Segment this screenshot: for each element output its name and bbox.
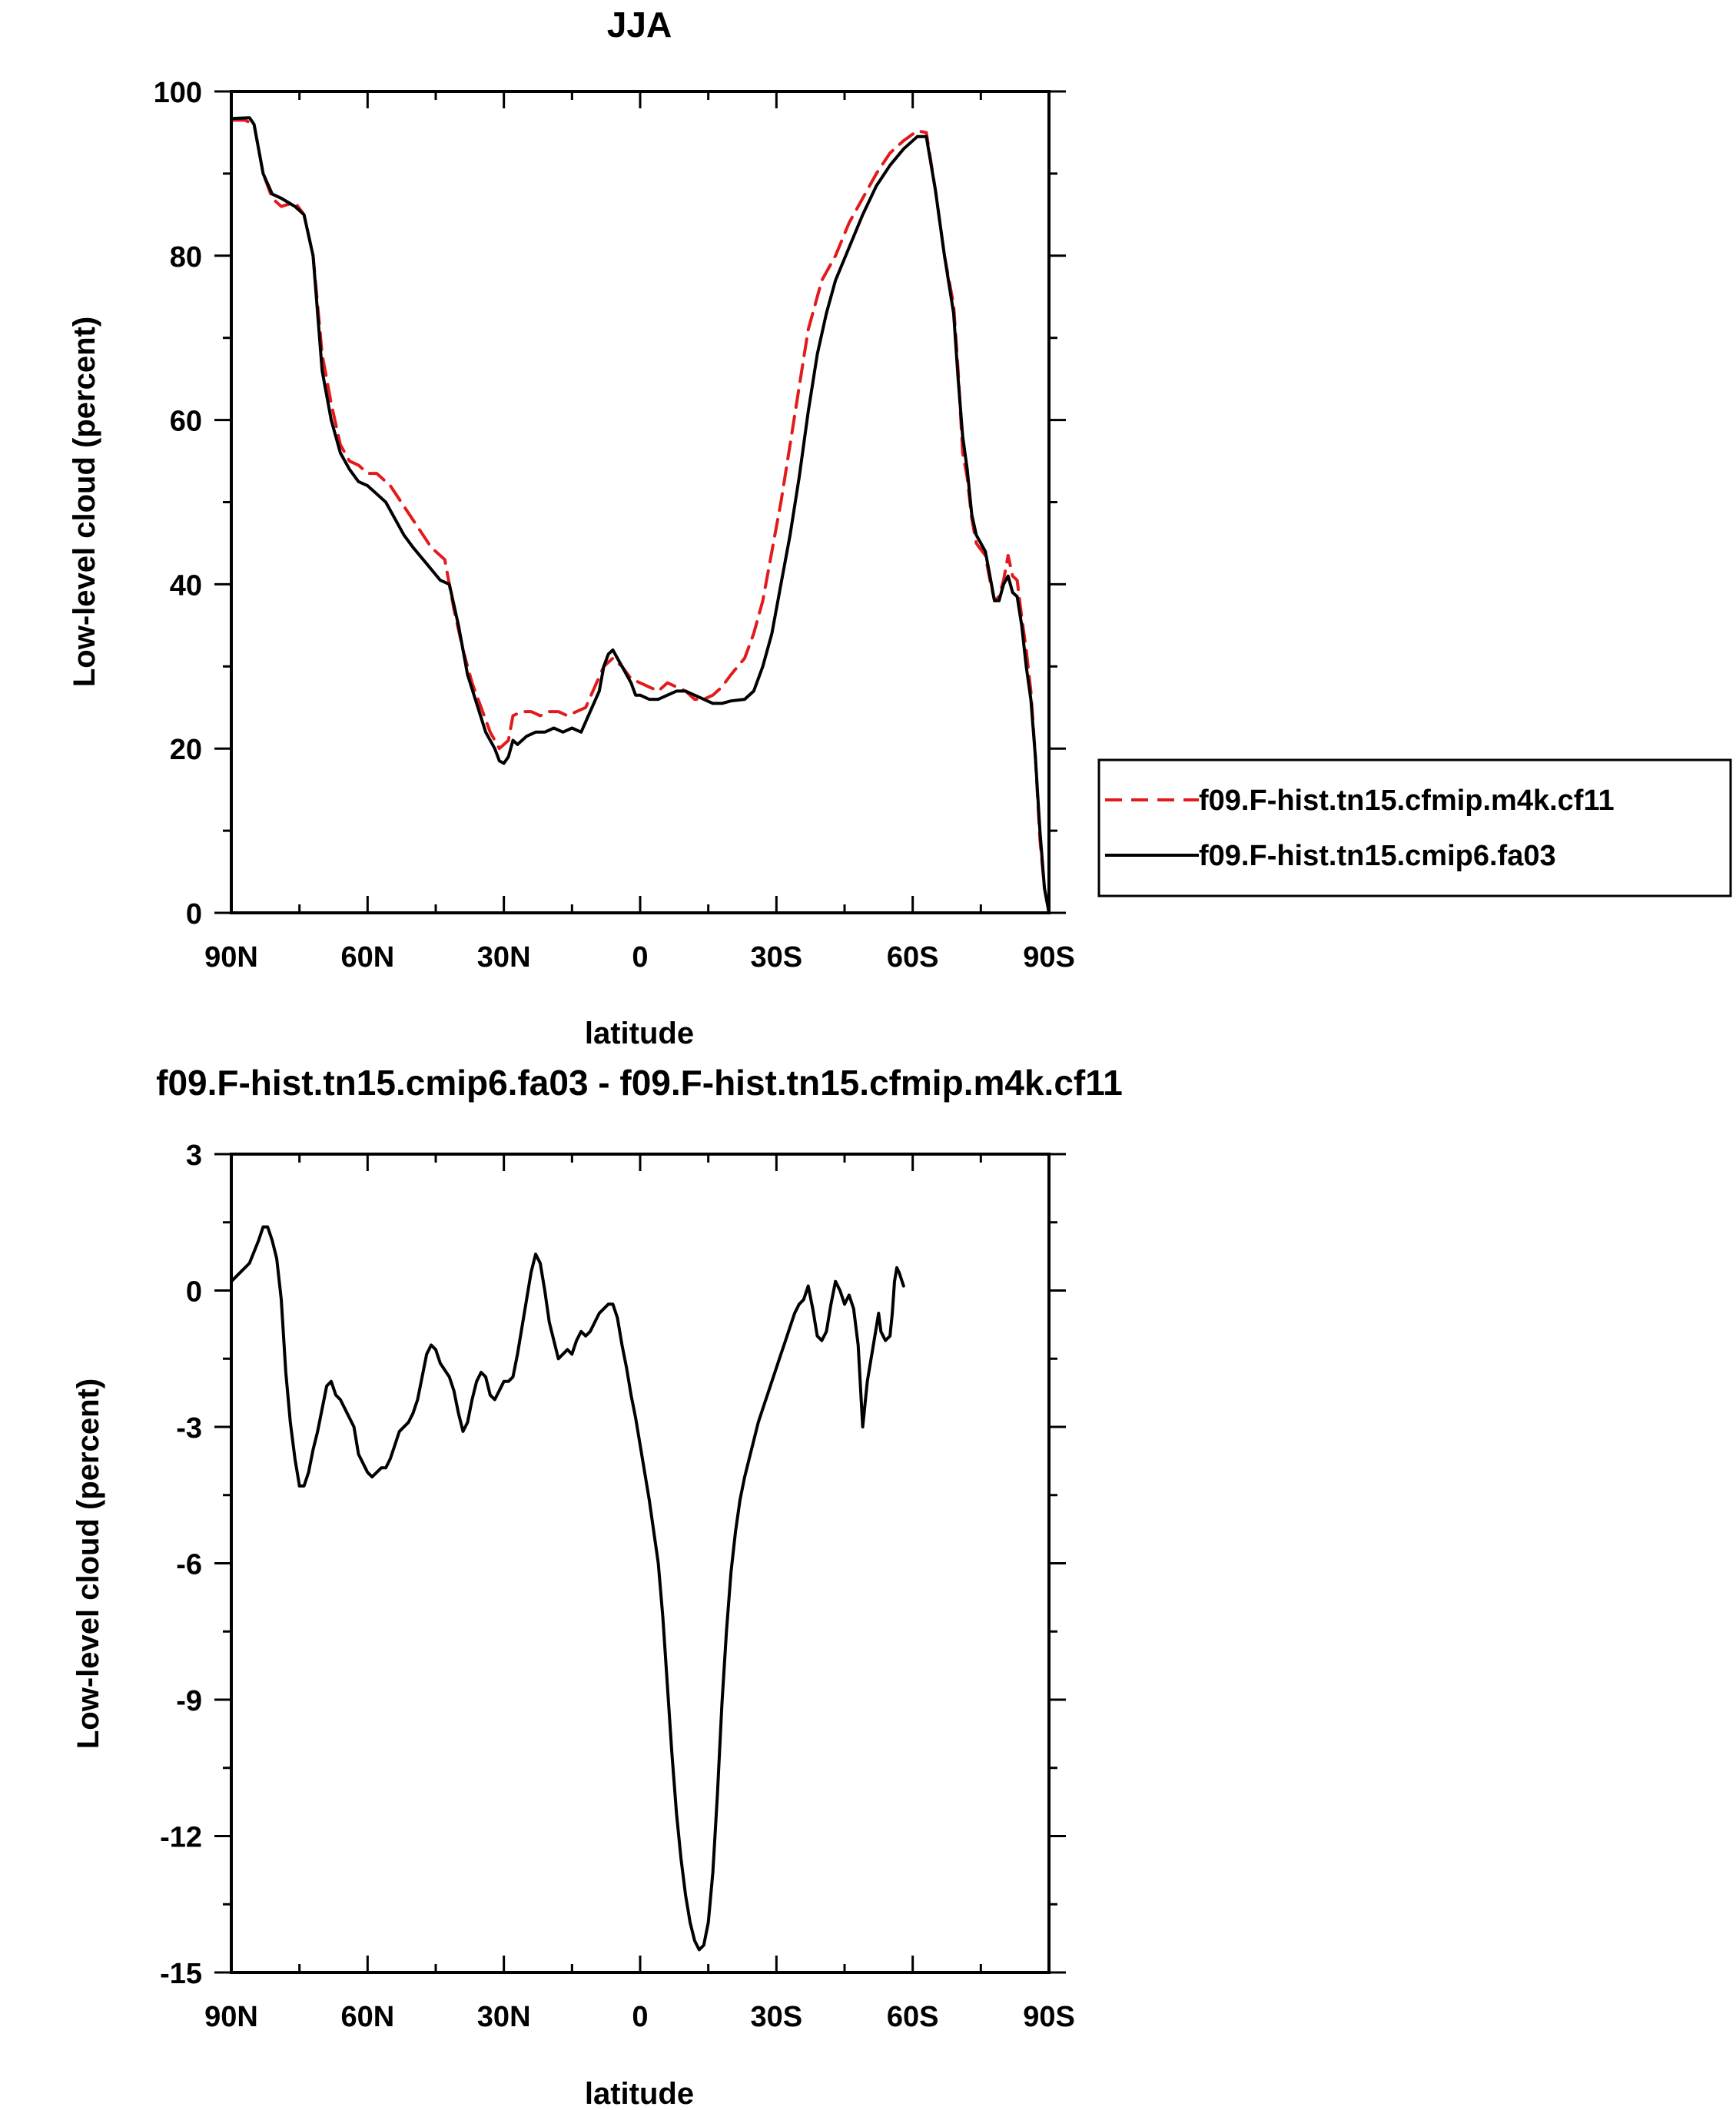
panel-difference-ytick-label: -6 <box>176 1549 202 1581</box>
panel-jja-ytick-label: 0 <box>186 898 202 931</box>
legend-label-m4k: f09.F-hist.tn15.cfmip.m4k.cf11 <box>1199 785 1615 817</box>
panel-jja-xtick-label: 30S <box>751 941 803 974</box>
panel-jja-series-line-1 <box>230 116 1051 914</box>
panel-difference-ylabel: Low-level cloud (percent) <box>71 1378 105 1749</box>
panel-jja-xtick-label: 30N <box>477 941 531 974</box>
panel-difference-ytick-label: -12 <box>160 1822 202 1854</box>
panel-difference-xtick-label: 60N <box>340 2001 394 2033</box>
panel-jja-ytick-label: 60 <box>170 406 202 438</box>
panel-difference: f09.F-hist.tn15.cmip6.fa03 - f09.F-hist.… <box>71 1063 1123 2110</box>
panel-jja-ticks: 90N 60N 30N 0 30S 60S 90S 0 20 40 60 80 100 <box>154 77 1075 974</box>
panel-difference-xtick-label: 90N <box>204 2001 258 2033</box>
panel-jja-frame <box>230 90 1051 914</box>
panel-jja-ytick-label: 20 <box>170 734 202 766</box>
panel-jja-xtick-label: 60N <box>340 941 394 974</box>
panel-jja-ylabel: Low-level cloud (percent) <box>68 317 101 687</box>
panel-jja-xtick-label: 60S <box>887 941 939 974</box>
panel-jja-ytick-label: 100 <box>154 77 202 109</box>
panel-jja-ytick-label: 80 <box>170 241 202 274</box>
panel-jja-xtick-label: 90S <box>1023 941 1075 974</box>
panel-jja-xtick-label: 90N <box>204 941 258 974</box>
legend-box <box>1097 758 1732 897</box>
panel-difference-xlabel: latitude <box>585 2077 694 2110</box>
panel-difference-series-line-0 <box>230 1225 905 1952</box>
panel-jja: JJA 90N 60N 30N 0 30S 60S 90S 0 20 40 60 80 100 lati… <box>68 5 1732 1050</box>
panel-jja-ytick-label: 40 <box>170 569 202 602</box>
panel-difference-ticks: 90N 60N 30N 0 30S 60S 90S 3 0 -3 -6 -9 -12 -15 <box>160 1140 1075 2033</box>
panel-difference-ytick-label: 3 <box>186 1140 202 1172</box>
panel-difference-xtick-label: 30S <box>751 2001 803 2033</box>
legend-label-fa03: f09.F-hist.tn15.cmip6.fa03 <box>1199 840 1556 872</box>
panel-difference-ytick-label: -3 <box>176 1412 202 1445</box>
panel-difference-xtick-label: 0 <box>632 2001 648 2033</box>
panel-difference-xtick-label: 30N <box>477 2001 531 2033</box>
panel-jja-series-layer <box>230 116 1051 914</box>
panel-difference-ytick-label: 0 <box>186 1276 202 1309</box>
panel-difference-xtick-label: 60S <box>887 2001 939 2033</box>
panel-jja-title: JJA <box>607 5 672 45</box>
panel-difference-ytick-label: -9 <box>176 1685 202 1717</box>
legend: f09.F-hist.tn15.cfmip.m4k.cf11 f09.F-his… <box>1097 758 1732 897</box>
panel-difference-ytick-label: -15 <box>160 1958 202 1990</box>
panel-difference-xtick-label: 90S <box>1023 2001 1075 2033</box>
panel-jja-series-line-0 <box>230 118 1051 914</box>
panel-difference-title: f09.F-hist.tn15.cmip6.fa03 - f09.F-hist.… <box>156 1063 1123 1103</box>
panel-difference-series-layer <box>230 1225 905 1952</box>
panel-jja-xlabel: latitude <box>585 1017 694 1050</box>
panel-jja-xtick-label: 0 <box>632 941 648 974</box>
panel-difference-frame <box>230 1153 1051 1974</box>
